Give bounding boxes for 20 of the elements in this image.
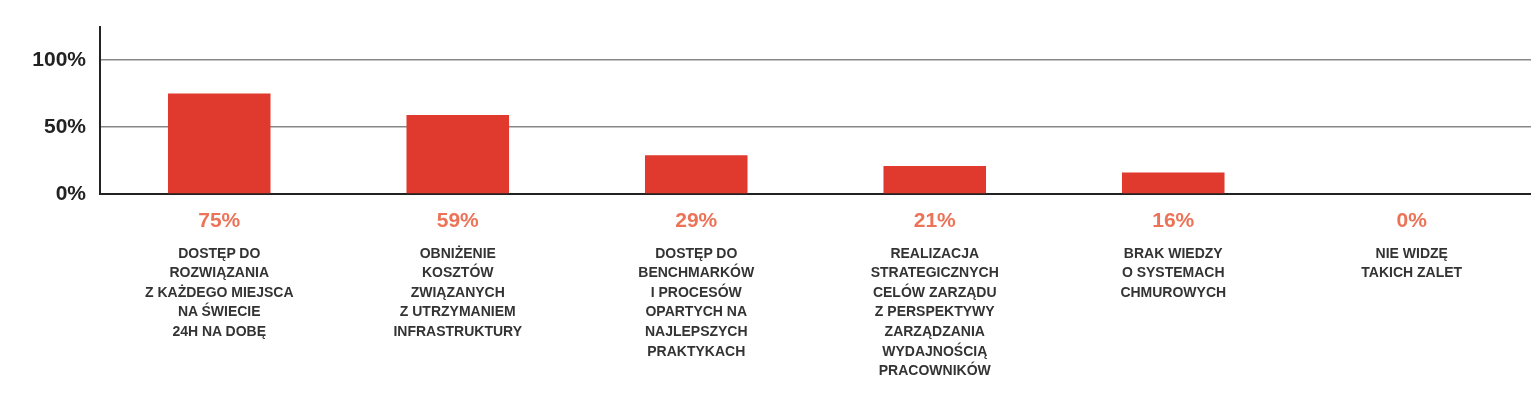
x-tick-label: NIE WIDZĘ TAKICH ZALET	[1361, 244, 1463, 281]
y-tick-label: 50%	[43, 113, 87, 137]
data-label: 16%	[1152, 207, 1195, 231]
data-label: 29%	[675, 207, 718, 231]
x-tick-label: DOSTĘP DO BENCHMARKÓW I PROCESÓW OPARTYCH NA NAJLEPSZYCH PRAKTYKACH	[638, 244, 755, 359]
bar	[883, 165, 987, 194]
data-label: 21%	[913, 207, 957, 231]
bar	[167, 93, 271, 194]
bar	[644, 155, 748, 194]
bar	[1121, 172, 1225, 194]
y-tick-label: 100%	[32, 46, 87, 70]
data-label: 75%	[198, 207, 241, 231]
x-tick-label: BRAK WIEDZY O SYSTEMACH CHMUROWYCH	[1120, 244, 1227, 300]
data-label: 59%	[436, 207, 480, 231]
y-tick-label: 0%	[55, 180, 87, 204]
data-label: 0%	[1396, 207, 1428, 231]
x-tick-label: OBNIŻENIE KOSZTÓW ZWIĄZANYCH Z UTRZYMANIEM INFRASTRUKTURY	[393, 244, 523, 340]
x-tick-label: REALIZACJA STRATEGICZNYCH CELÓW ZARZĄDU Z PERSPEKTYWY ZARZĄDZANIA WYDAJNOŚCIĄ PRACOWNIKÓW	[870, 244, 999, 379]
x-tick-label: DOSTĘP DO ROZWIĄZANIA Z KAŻDEGO MIEJSCA NA ŚWIECIE 24H NA DOBĘ	[144, 244, 294, 340]
bar	[406, 114, 510, 194]
